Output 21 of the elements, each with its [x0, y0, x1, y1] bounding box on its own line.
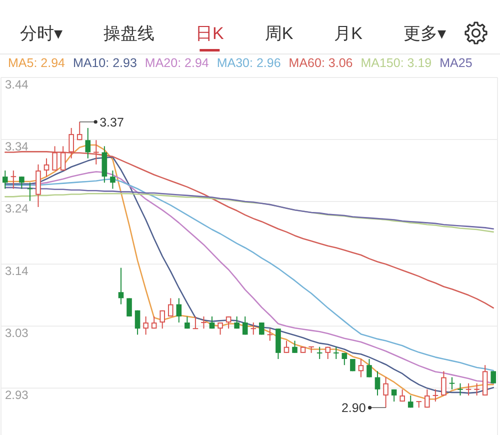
y-tick-label: 3.34: [5, 140, 28, 154]
tab-label: 分时▾: [20, 24, 63, 43]
legend-label: MA150: 3.19: [360, 56, 432, 70]
value-label: 2.90: [341, 401, 386, 416]
legend-label: MA25: [440, 56, 472, 70]
legend-label: MA30: 2.96: [216, 56, 281, 70]
tab-label: 月K: [334, 24, 362, 43]
tab-label: 日K: [196, 24, 224, 43]
tab-label: 更多▾: [403, 24, 446, 43]
legend-label: MA20: 2.94: [144, 56, 209, 70]
y-tick-label: 3.24: [5, 202, 28, 216]
y-tick-label: 2.93: [5, 388, 28, 402]
value-label: 3.37: [79, 115, 124, 130]
y-tick-label: 3.44: [5, 78, 28, 92]
tab-label: 操盘线: [104, 24, 155, 43]
legend-label: MA5: 2.94: [8, 56, 65, 70]
legend-label: MA10: 2.93: [72, 56, 137, 70]
tab-label: 周K: [264, 24, 294, 43]
y-tick-label: 3.14: [5, 264, 28, 278]
legend-label: MA60: 3.06: [288, 56, 353, 70]
y-tick-label: 3.03: [5, 326, 28, 340]
